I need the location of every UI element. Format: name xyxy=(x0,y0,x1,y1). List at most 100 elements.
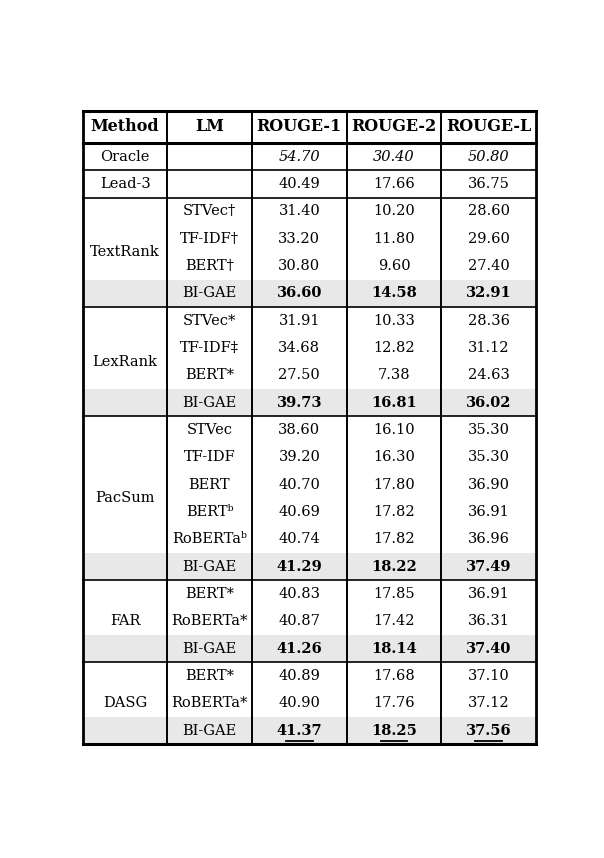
Text: STVec†: STVec† xyxy=(183,204,236,218)
Text: 36.31: 36.31 xyxy=(467,614,510,628)
Text: 34.68: 34.68 xyxy=(278,341,320,355)
Bar xyxy=(83,280,536,307)
Text: 38.60: 38.60 xyxy=(278,423,321,437)
Text: ROUGE-2: ROUGE-2 xyxy=(352,118,437,136)
Bar xyxy=(83,498,536,526)
Text: 17.80: 17.80 xyxy=(373,478,415,492)
Text: 17.68: 17.68 xyxy=(373,669,415,683)
Text: 28.36: 28.36 xyxy=(467,314,510,328)
Text: RoBERTa*: RoBERTa* xyxy=(172,614,248,628)
Text: TF-IDF†: TF-IDF† xyxy=(180,232,239,245)
Text: 27.40: 27.40 xyxy=(467,259,509,273)
Bar xyxy=(83,362,536,389)
Text: RoBERTa*: RoBERTa* xyxy=(172,697,248,710)
Text: 30.40: 30.40 xyxy=(373,149,415,164)
Bar xyxy=(83,171,536,197)
Text: DASG: DASG xyxy=(103,697,147,710)
Text: 36.02: 36.02 xyxy=(466,396,512,409)
Bar xyxy=(83,471,536,498)
Bar xyxy=(83,197,536,225)
Text: 10.33: 10.33 xyxy=(373,314,415,328)
Text: 37.12: 37.12 xyxy=(467,697,509,710)
Text: 40.70: 40.70 xyxy=(278,478,320,492)
Text: STVec*: STVec* xyxy=(183,314,236,328)
Text: 27.50: 27.50 xyxy=(278,368,320,383)
Text: 37.56: 37.56 xyxy=(466,723,512,738)
Text: BERT*: BERT* xyxy=(185,669,234,683)
Bar xyxy=(83,607,536,635)
Text: 12.82: 12.82 xyxy=(373,341,415,355)
Text: 32.91: 32.91 xyxy=(466,287,512,300)
Text: LM: LM xyxy=(195,118,224,136)
Text: 18.22: 18.22 xyxy=(371,559,417,574)
Text: 36.75: 36.75 xyxy=(467,177,510,191)
Text: 36.91: 36.91 xyxy=(467,505,509,519)
Text: 16.81: 16.81 xyxy=(371,396,417,409)
Bar xyxy=(83,635,536,662)
Text: TextRank: TextRank xyxy=(90,245,160,259)
Text: 39.73: 39.73 xyxy=(277,396,322,409)
Bar xyxy=(83,252,536,280)
Bar xyxy=(83,307,536,335)
Text: 30.80: 30.80 xyxy=(278,259,321,273)
Text: 39.20: 39.20 xyxy=(278,450,320,464)
Text: BI-GAE: BI-GAE xyxy=(182,642,237,656)
Text: 17.66: 17.66 xyxy=(373,177,415,191)
Bar xyxy=(83,225,536,252)
Bar xyxy=(83,553,536,580)
Text: BERT: BERT xyxy=(188,478,230,492)
Text: BERT*: BERT* xyxy=(185,368,234,383)
Text: BI-GAE: BI-GAE xyxy=(182,559,237,574)
Bar xyxy=(83,111,536,143)
Text: BERT†: BERT† xyxy=(185,259,234,273)
Text: 35.30: 35.30 xyxy=(467,423,510,437)
Text: 36.60: 36.60 xyxy=(277,287,322,300)
Text: 24.63: 24.63 xyxy=(467,368,510,383)
Text: BI-GAE: BI-GAE xyxy=(182,723,237,738)
Text: 11.80: 11.80 xyxy=(373,232,415,245)
Text: 16.30: 16.30 xyxy=(373,450,415,464)
Text: ROUGE-1: ROUGE-1 xyxy=(257,118,342,136)
Text: FAR: FAR xyxy=(110,614,140,628)
Text: BI-GAE: BI-GAE xyxy=(182,287,237,300)
Bar xyxy=(83,143,536,171)
Text: 41.26: 41.26 xyxy=(277,642,323,656)
Text: TF-IDF: TF-IDF xyxy=(184,450,236,464)
Text: 50.80: 50.80 xyxy=(467,149,509,164)
Text: BERT*: BERT* xyxy=(185,587,234,601)
Text: 40.49: 40.49 xyxy=(278,177,320,191)
Text: 14.58: 14.58 xyxy=(371,287,417,300)
Text: 18.25: 18.25 xyxy=(371,723,417,738)
Text: 18.14: 18.14 xyxy=(371,642,417,656)
Text: 41.29: 41.29 xyxy=(277,559,323,574)
Bar xyxy=(83,444,536,471)
Text: 9.60: 9.60 xyxy=(378,259,410,273)
Text: BERTᵇ: BERTᵇ xyxy=(186,505,233,519)
Text: 40.89: 40.89 xyxy=(278,669,320,683)
Text: RoBERTaᵇ: RoBERTaᵇ xyxy=(172,532,247,547)
Bar xyxy=(83,690,536,717)
Text: LexRank: LexRank xyxy=(92,354,158,369)
Bar xyxy=(83,662,536,690)
Bar xyxy=(83,717,536,745)
Text: 40.69: 40.69 xyxy=(278,505,320,519)
Text: 36.91: 36.91 xyxy=(467,587,509,601)
Text: Lead-3: Lead-3 xyxy=(100,177,150,191)
Text: PacSum: PacSum xyxy=(95,492,155,505)
Text: 31.12: 31.12 xyxy=(468,341,509,355)
Text: BI-GAE: BI-GAE xyxy=(182,396,237,409)
Text: 36.90: 36.90 xyxy=(467,478,510,492)
Text: 37.10: 37.10 xyxy=(467,669,509,683)
Text: 31.40: 31.40 xyxy=(278,204,320,218)
Text: 10.20: 10.20 xyxy=(373,204,415,218)
Text: STVec: STVec xyxy=(187,423,233,437)
Text: 40.90: 40.90 xyxy=(278,697,320,710)
Bar xyxy=(83,526,536,553)
Bar xyxy=(83,335,536,362)
Text: 54.70: 54.70 xyxy=(278,149,320,164)
Text: 17.42: 17.42 xyxy=(373,614,415,628)
Bar xyxy=(83,580,536,607)
Bar xyxy=(83,416,536,444)
Text: Method: Method xyxy=(91,118,159,136)
Text: 40.74: 40.74 xyxy=(278,532,320,547)
